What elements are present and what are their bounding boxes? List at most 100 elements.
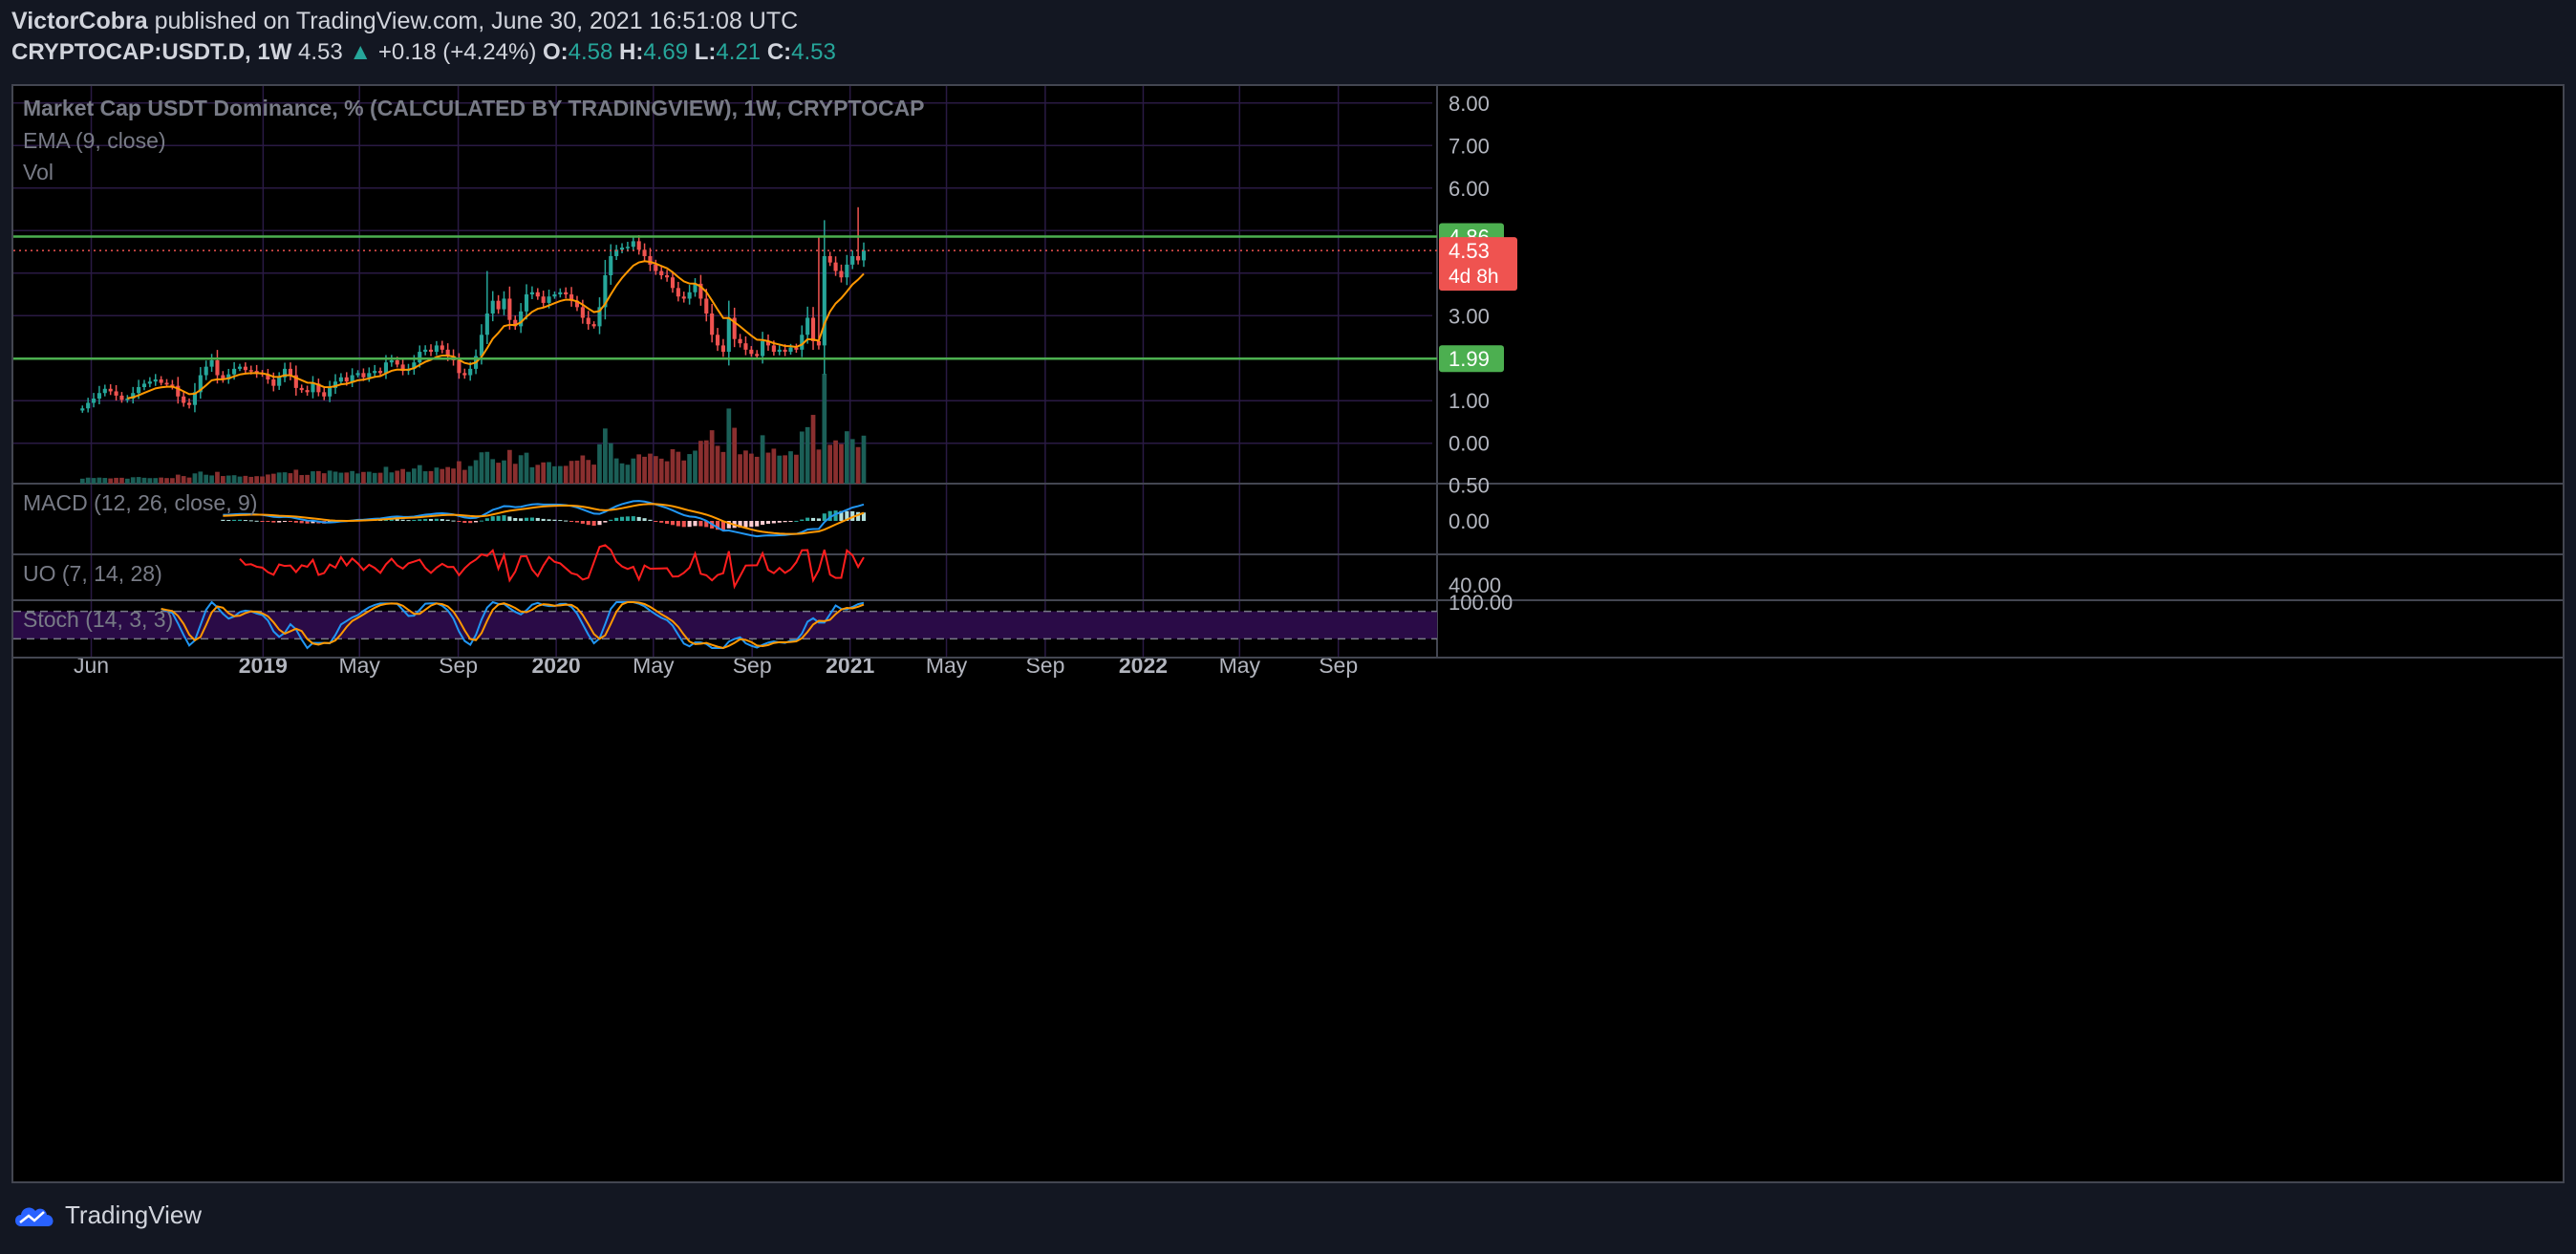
candle-body [176,385,181,397]
candle-body [704,298,709,314]
candle-body [681,296,686,299]
candle-body [305,390,310,393]
volume-bar [586,460,591,484]
last-price: 4.53 [298,39,343,65]
time-axis-label: Sep [1025,653,1064,678]
candle-body [761,340,765,357]
macd-histogram-bar [715,521,720,530]
volume-bar [827,444,833,484]
low-label: L: [694,39,717,65]
candle-body [687,292,692,299]
candle-body [97,393,101,400]
candle-body [822,255,826,346]
macd-histogram-bar [783,521,787,523]
candle-body [636,241,641,250]
open-value: 4.58 [568,39,613,65]
candle-body [91,399,97,403]
macd-histogram-bar [529,517,534,521]
symbol-label: CRYPTOCAP:USDT.D, 1W [11,39,292,65]
volume-bar [613,458,619,484]
price-axis-label: 7.00 [1449,134,1490,158]
time-axis-label: Sep [733,653,772,678]
volume-bar [625,465,631,484]
volume-bar [738,454,742,484]
volume-bar [687,454,692,484]
candle-body [102,388,107,394]
volume-bar [569,461,574,484]
macd-histogram-bar [243,520,247,522]
volume-bar [108,478,114,484]
macd-histogram-bar [395,519,399,521]
candle-body [715,335,720,346]
candle-body [490,300,495,314]
candle-body [513,319,518,327]
time-axis-label: May [338,653,380,678]
volume-bar [102,478,108,484]
macd-histogram-bar [535,517,540,521]
candle-body [311,383,315,393]
tradingview-logo[interactable]: TradingView [11,1200,202,1230]
close-label: C: [766,39,792,65]
price-axis-label: 1.00 [1449,389,1490,413]
candle-body [428,349,434,353]
volume-bar [243,475,248,484]
bar-countdown-label: 4d 8h [1449,266,1499,288]
volume-bar [732,427,738,484]
candle-body [603,274,608,308]
macd-histogram-bar [237,519,243,521]
ema-line [127,260,865,400]
candle-body [389,359,394,363]
candle-body [338,377,343,382]
macd-histogram-bar [564,520,569,522]
candle-body [288,368,292,376]
chart-area[interactable]: Jun 2019 May Sep 2020 May Sep 2021 May Sep 2022 May… [11,84,2565,1183]
volume-bar [204,474,209,484]
candle-body [710,314,715,335]
macd-histogram-bar [670,521,676,526]
volume-bar [383,466,389,484]
volume-bar [535,465,541,484]
volume-bar [338,472,344,484]
chart-canvas[interactable]: Jun 2019 May Sep 2020 May Sep 2021 May Sep 2022 May… [13,86,2563,1181]
macd-signal-line [223,503,865,535]
volume-bar [350,470,355,484]
macd-histogram-bar [816,518,821,521]
candle-body [192,392,197,405]
volume-bar [518,455,524,484]
volume-bar [186,477,192,484]
volume-bar [563,465,569,484]
volume-bar [557,465,563,484]
volume-bar [321,473,327,484]
volume-bar [192,473,198,484]
candle-body [738,338,742,344]
volume-bar [591,465,596,484]
time-axis-label: 2019 [239,653,288,678]
candle-body [535,292,540,297]
candle-body [350,375,354,382]
volume-bar [422,471,428,484]
volume-bar [547,462,551,484]
macd-histogram-bar [552,519,557,521]
volume-bar [726,408,732,484]
macd-histogram-bar [496,515,501,521]
volume-bar [355,473,360,484]
author-name[interactable]: VictorCobra [11,8,148,34]
macd-histogram-bar [305,521,310,524]
macd-histogram-bar [389,518,394,521]
macd-histogram-bar [755,521,760,527]
volume-bar [270,473,276,484]
macd-histogram-bar [445,519,450,521]
macd-histogram-bar [805,517,810,521]
candle-body [805,317,810,335]
volume-bar [316,470,321,484]
candle-body [580,307,585,318]
candle-body [479,335,484,357]
candle-body [720,345,725,353]
volume-bar [512,464,518,484]
volume-bar [366,471,372,484]
candle-body [125,399,130,400]
macd-histogram-bar [440,519,444,521]
volume-bar [839,443,844,484]
macd-histogram-bar [574,521,580,523]
volume-bar [844,431,849,484]
